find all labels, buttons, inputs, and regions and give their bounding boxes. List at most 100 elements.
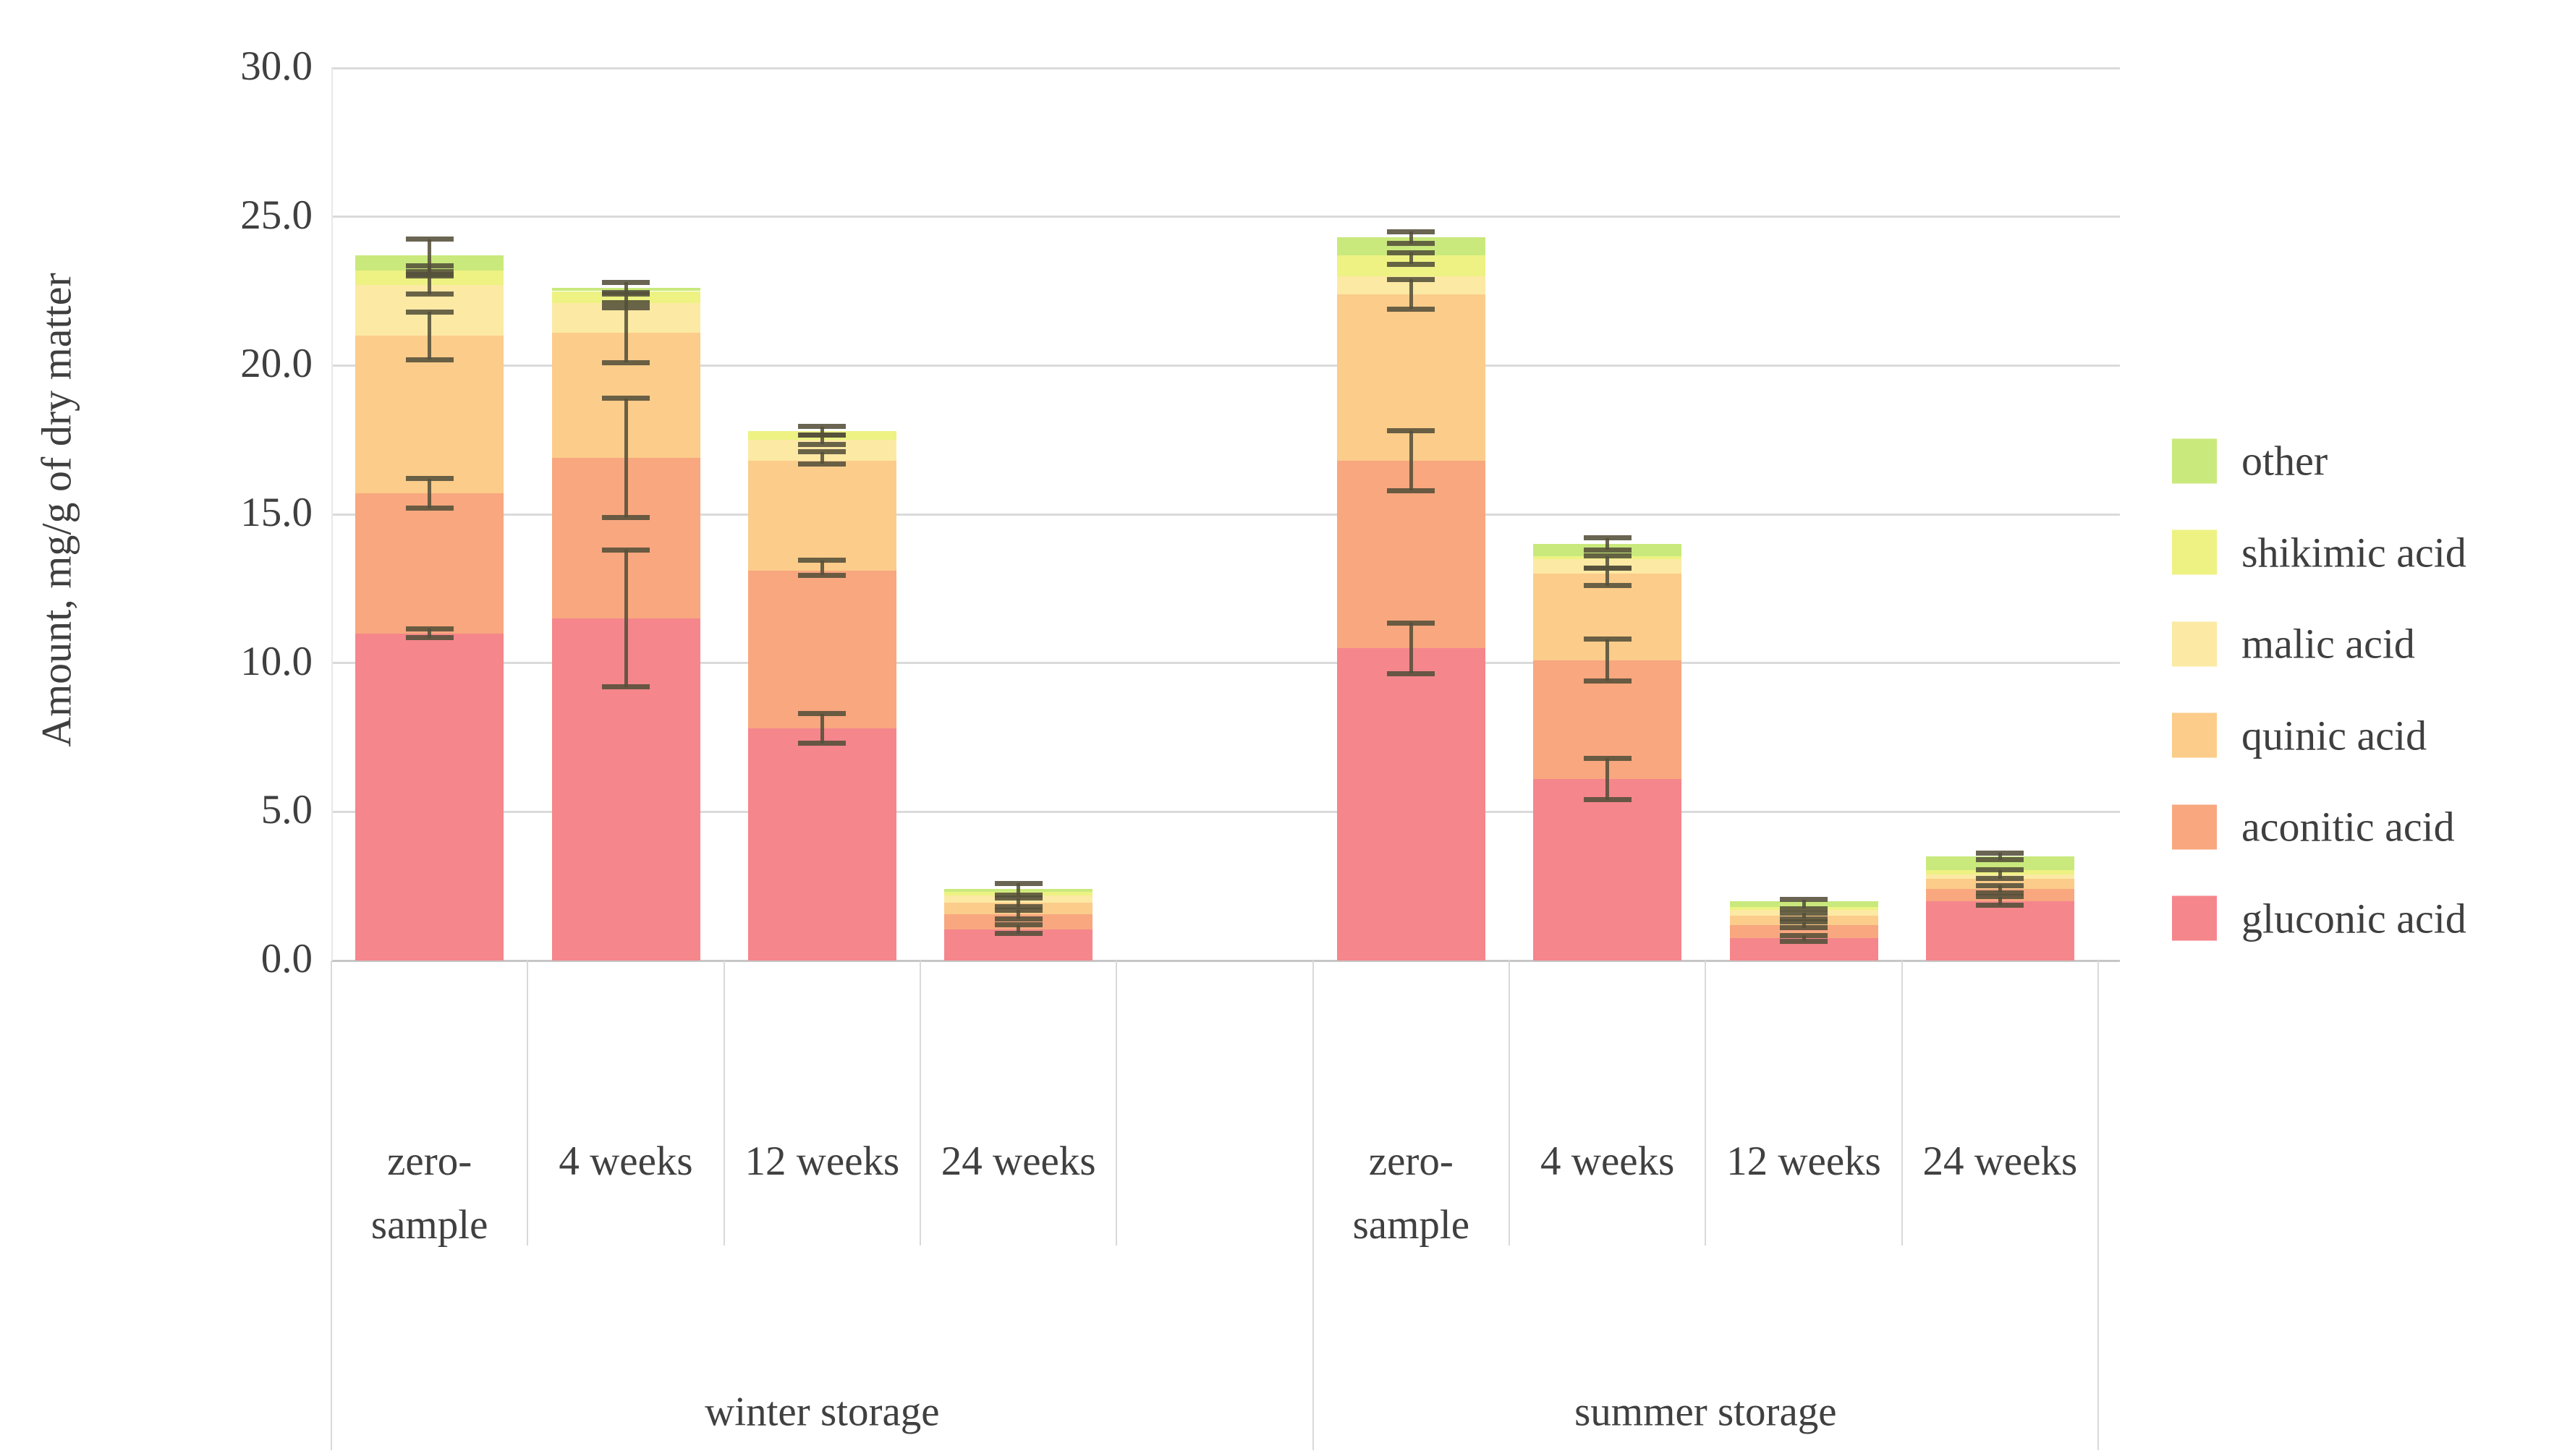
error-bar-stem <box>1998 885 2002 893</box>
error-bar-cap <box>994 904 1043 910</box>
legend-swatch-quinic-acid <box>2172 712 2217 758</box>
error-bar-cap <box>1780 897 1828 903</box>
error-bar-cap <box>405 309 454 315</box>
error-bar-cap <box>1976 890 2024 895</box>
error-bar-cap <box>602 279 650 285</box>
error-bar-cap <box>798 449 847 455</box>
error-bar-cap <box>1976 882 2024 888</box>
error-bar-stem <box>1605 568 1610 586</box>
error-bar-cap <box>405 237 454 242</box>
error-bar-cap <box>1780 938 1828 944</box>
error-bar-cap <box>602 684 650 690</box>
error-bar-cap <box>1976 903 2024 908</box>
error-bar-cap <box>994 907 1043 913</box>
error-bar-stem <box>624 302 628 363</box>
error-bar-cap <box>1976 857 2024 863</box>
error-bar-stem <box>428 629 432 638</box>
bar-segment-other <box>1925 856 2074 870</box>
plot-left-edge <box>331 68 333 961</box>
error-bar-cap <box>994 893 1043 898</box>
group-label: winter storage <box>705 1389 940 1435</box>
error-bar-cap <box>1387 241 1435 247</box>
bar-segment-gluconic-acid <box>747 728 896 961</box>
error-bar-stem <box>1998 896 2002 906</box>
error-bar-cap <box>1780 916 1828 921</box>
error-bar-cap <box>1387 488 1435 493</box>
error-bar-cap <box>602 359 650 365</box>
error-bar-stem <box>1409 430 1413 491</box>
gridline <box>331 662 2120 665</box>
error-bar-cap <box>798 711 847 717</box>
category-label: 24 weeks <box>1922 1138 2078 1184</box>
error-bar-stem <box>624 282 628 294</box>
bar-segment-aconitic-acid <box>355 493 504 634</box>
error-bar-cap <box>1780 932 1828 938</box>
error-bar-cap <box>1387 306 1435 312</box>
error-bar-stem <box>1802 935 1806 942</box>
error-bar-stem <box>1605 639 1610 681</box>
error-bar-cap <box>1583 755 1632 761</box>
error-bar-cap <box>1583 637 1632 642</box>
error-bar-stem <box>428 312 432 360</box>
error-bar-stem <box>1605 555 1610 569</box>
y-tick-label: 0.0 <box>260 935 313 982</box>
error-bar-cap <box>1583 797 1632 803</box>
bar-segment-gluconic-acid <box>1533 779 1682 961</box>
error-bar-cap <box>994 931 1043 937</box>
y-tick-label: 25.0 <box>240 192 313 238</box>
error-bar-cap <box>1780 906 1828 911</box>
error-bar-stem <box>1605 537 1610 550</box>
error-bar-cap <box>798 424 847 430</box>
error-bar-cap <box>994 895 1043 901</box>
error-bar-stem <box>1017 883 1021 895</box>
legend-item-other: other <box>2172 437 2328 485</box>
y-tick-label: 30.0 <box>240 43 313 89</box>
error-bar-stem <box>1409 279 1413 310</box>
error-bar-cap <box>602 291 650 297</box>
error-bar-stem <box>1802 921 1806 928</box>
category-separator <box>1116 961 1118 1246</box>
legend-label: quinic acid <box>2241 712 2427 759</box>
error-bar-cap <box>1387 261 1435 267</box>
error-bar-cap <box>1387 428 1435 434</box>
y-tick-label: 20.0 <box>240 341 313 387</box>
error-bar-cap <box>1387 620 1435 626</box>
error-bar-cap <box>405 291 454 297</box>
group-label: summer storage <box>1574 1389 1837 1435</box>
error-bar-stem <box>624 550 628 687</box>
legend-label: shikimic acid <box>2241 529 2466 576</box>
error-bar-stem <box>1017 898 1021 907</box>
category-label: 4 weeks <box>559 1138 693 1184</box>
error-bar-cap <box>1976 867 2024 873</box>
y-tick-label: 5.0 <box>260 787 313 833</box>
error-bar-stem <box>428 276 432 294</box>
legend-swatch-gluconic-acid <box>2172 895 2217 941</box>
gridline <box>331 216 2120 218</box>
error-bar-cap <box>1583 553 1632 559</box>
bar-segment-gluconic-acid <box>1925 901 2074 961</box>
error-bar-cap <box>1583 565 1632 571</box>
y-axis-title: Amount, mg/g of dry matter <box>33 273 80 747</box>
group-separator <box>1312 961 1314 1450</box>
error-bar-cap <box>1387 670 1435 676</box>
category-label: 4 weeks <box>1540 1138 1675 1184</box>
category-separator <box>920 961 921 1246</box>
x-axis-line <box>331 959 2120 962</box>
error-bar-stem <box>624 398 628 518</box>
group-separator <box>331 961 332 1450</box>
error-bar-cap <box>1976 876 2024 882</box>
gridline <box>331 364 2120 367</box>
category-label: zero- sample <box>370 1138 488 1248</box>
error-bar-stem <box>1802 913 1806 919</box>
error-bar-cap <box>1583 535 1632 541</box>
error-bar-cap <box>405 476 454 482</box>
error-bar-cap <box>1780 925 1828 931</box>
error-bar-cap <box>798 433 847 438</box>
error-bar-stem <box>1998 853 2002 860</box>
error-bar-cap <box>1583 547 1632 553</box>
error-bar-cap <box>602 547 650 553</box>
gridline <box>331 513 2120 516</box>
error-bar-stem <box>1998 869 2002 879</box>
y-tick-label: 15.0 <box>240 489 313 535</box>
group-separator <box>2097 961 2099 1450</box>
